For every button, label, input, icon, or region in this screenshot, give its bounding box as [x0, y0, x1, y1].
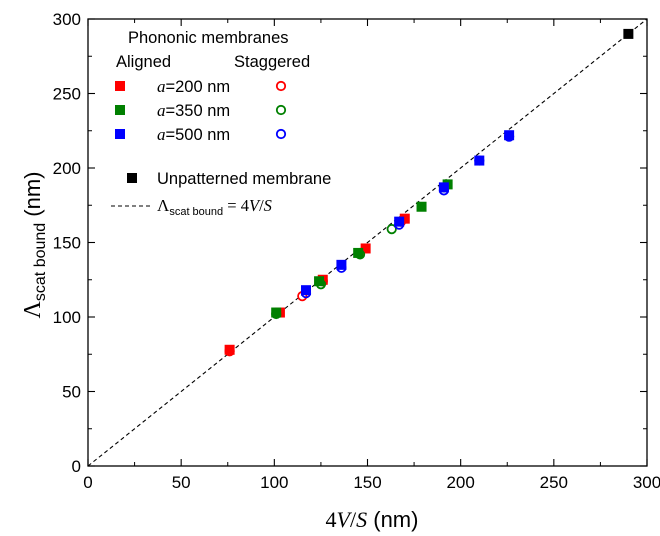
data-point-square	[353, 247, 364, 258]
data-point-square	[474, 155, 485, 166]
legend-aligned-label: Aligned	[116, 53, 171, 71]
data-point-circle	[474, 155, 485, 166]
data-point-circle	[504, 131, 515, 142]
y-title-lambda: Λ	[20, 301, 46, 319]
legend-aligned-marker	[115, 129, 125, 139]
tick-labels: 0 50 100 150 200 250 300 0 50 100 150 200 250 300	[53, 10, 660, 492]
data-point-circle	[224, 346, 235, 357]
legend-entry-value: =500 nm	[166, 126, 231, 144]
data-point-square	[394, 216, 405, 227]
x-title-s: S	[356, 507, 367, 532]
legend-entry-param: a	[157, 77, 166, 96]
legend-entry-param: a	[157, 101, 166, 120]
x-tick-label: 300	[633, 473, 660, 492]
data-point-square	[301, 285, 312, 296]
legend-v: V	[249, 196, 261, 215]
data-point-square	[360, 243, 371, 254]
x-title-4: 4	[326, 507, 337, 532]
legend-entry-value: =350 nm	[166, 102, 231, 120]
legend-entry-param: a	[157, 125, 166, 144]
x-title-unit: (nm)	[367, 507, 418, 532]
data-point-square	[224, 344, 235, 355]
legend-rows: a=200 nma=350 nma=500 nm	[115, 77, 287, 144]
data-point-circle	[315, 279, 327, 290]
legend-slash: /	[259, 196, 264, 215]
x-title-slash: /	[350, 507, 357, 532]
x-title-v: V	[337, 507, 353, 532]
axis-ticks	[87, 18, 648, 467]
data-point-square	[416, 201, 427, 212]
x-tick-label: 250	[540, 473, 568, 492]
data-points	[224, 28, 634, 357]
legend-entry-label: a=200 nm	[157, 77, 230, 96]
legend-staggered-marker	[275, 128, 287, 140]
y-tick-label: 50	[62, 383, 81, 402]
y-axis-title: Λscat bound (nm)	[20, 171, 49, 318]
legend-staggered-label: Staggered	[234, 53, 310, 71]
legend-aligned-marker	[115, 81, 125, 91]
legend-staggered-marker	[275, 104, 287, 116]
bound-reference-line	[87, 18, 648, 467]
data-point-circle	[336, 262, 347, 273]
x-tick-label: 0	[83, 473, 92, 492]
y-tick-label: 0	[72, 457, 81, 476]
y-tick-label: 300	[53, 10, 81, 29]
legend-lambda-sub: scat bound	[169, 206, 223, 218]
y-tick-label: 200	[53, 159, 81, 178]
x-tick-label: 150	[353, 473, 381, 492]
data-point-circle	[271, 308, 282, 320]
legend-bound-line-label: Λscat bound = 4V/S	[157, 196, 272, 218]
data-point-circle	[300, 288, 312, 299]
data-point-square	[438, 182, 449, 193]
data-point-square	[336, 259, 347, 270]
y-tick-label: 250	[53, 85, 81, 104]
x-tick-label: 200	[446, 473, 474, 492]
data-point-circle	[394, 219, 405, 230]
y-title-sub: scat bound	[32, 223, 49, 301]
legend-s: S	[264, 196, 272, 215]
y-tick-label: 150	[53, 234, 81, 253]
y-tick-label: 100	[53, 308, 81, 327]
legend-staggered-marker	[275, 80, 287, 92]
legend: Phononic membranes Aligned Staggered a=2…	[111, 29, 331, 218]
legend-lambda: Λ	[157, 196, 170, 215]
data-point-square	[271, 307, 282, 318]
legend-aligned-marker	[115, 105, 125, 115]
data-point-circle	[386, 223, 397, 235]
legend-unpatterned-label: Unpatterned membrane	[157, 170, 331, 188]
data-point-square	[504, 130, 515, 141]
x-axis-title: 4V/S (nm)	[326, 507, 419, 532]
data-point-circle	[354, 249, 366, 260]
x-tick-label: 100	[260, 473, 288, 492]
legend-eq: = 4	[223, 196, 249, 215]
legend-heading: Phononic membranes	[128, 29, 289, 47]
data-point-square	[623, 28, 634, 39]
data-point-circle	[438, 185, 449, 196]
legend-unpatterned-marker	[127, 173, 137, 183]
y-title-unit: (nm)	[20, 171, 45, 222]
legend-entry-value: =200 nm	[166, 78, 231, 96]
x-tick-label: 50	[172, 473, 191, 492]
legend-entry-label: a=500 nm	[157, 125, 230, 144]
legend-entry-label: a=350 nm	[157, 101, 230, 120]
